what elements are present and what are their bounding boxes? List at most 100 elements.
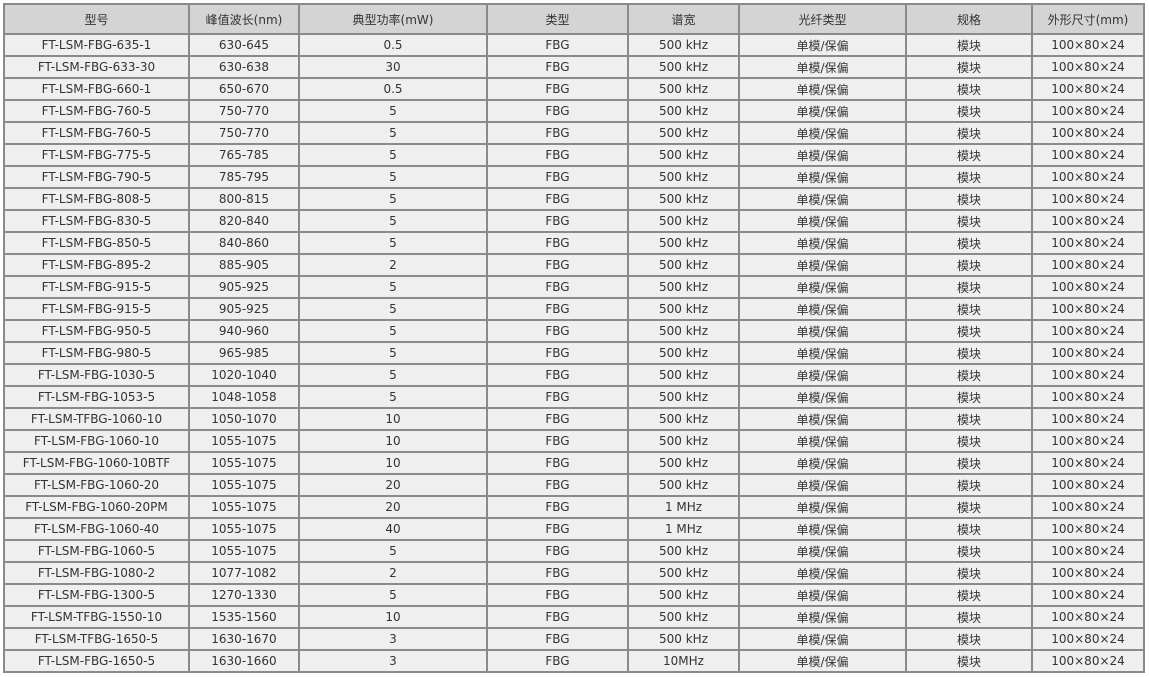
table-row: FT-LSM-FBG-775-5 765-785 5 FBG 500 kHz 单模/保偏模…	[3, 143, 1145, 167]
cell-spec: 模块	[905, 385, 1033, 409]
cell-dimensions: 100×80×24	[1031, 429, 1145, 453]
cell-linewidth: 500 kHz	[627, 341, 740, 365]
cell-fiber-type: 单模/保偏	[738, 385, 907, 409]
cell-type: FBG	[486, 253, 629, 277]
cell-typical-power: 5	[298, 297, 488, 321]
cell-model: FT-LSM-FBG-895-2	[3, 253, 190, 277]
table-row: FT-LSM-FBG-1030-5 1020-1040 5 FBG 500 kHz 单模/…	[3, 363, 1145, 387]
cell-typical-power: 5	[298, 165, 488, 189]
header-peak-wavelength: 峰值波长(nm)	[188, 3, 300, 35]
cell-linewidth: 500 kHz	[627, 275, 740, 299]
cell-spec: 模块	[905, 627, 1033, 651]
cell-typical-power: 10	[298, 429, 488, 453]
cell-type: FBG	[486, 33, 629, 57]
cell-dimensions: 100×80×24	[1031, 627, 1145, 651]
cell-peak-wavelength: 1020-1040	[188, 363, 300, 387]
cell-spec: 模块	[905, 121, 1033, 145]
cell-model: FT-LSM-FBG-1650-5	[3, 649, 190, 673]
table-row: FT-LSM-FBG-660-1 650-670 0.5 FBG 500 kHz 单模/保…	[3, 77, 1145, 101]
cell-typical-power: 5	[298, 275, 488, 299]
cell-fiber-type: 单模/保偏	[738, 187, 907, 211]
cell-spec: 模块	[905, 539, 1033, 563]
cell-type: FBG	[486, 187, 629, 211]
cell-peak-wavelength: 905-925	[188, 275, 300, 299]
cell-typical-power: 10	[298, 451, 488, 475]
cell-linewidth: 500 kHz	[627, 407, 740, 431]
table-row: FT-LSM-FBG-850-5 840-860 5 FBG 500 kHz 单模/保偏模…	[3, 231, 1145, 255]
cell-type: FBG	[486, 385, 629, 409]
cell-dimensions: 100×80×24	[1031, 253, 1145, 277]
cell-linewidth: 500 kHz	[627, 583, 740, 607]
cell-type: FBG	[486, 605, 629, 629]
cell-model: FT-LSM-FBG-790-5	[3, 165, 190, 189]
cell-type: FBG	[486, 77, 629, 101]
cell-spec: 模块	[905, 495, 1033, 519]
cell-linewidth: 500 kHz	[627, 319, 740, 343]
cell-peak-wavelength: 1055-1075	[188, 539, 300, 563]
cell-model: FT-LSM-FBG-633-30	[3, 55, 190, 79]
table-row: FT-LSM-FBG-633-30 630-638 30 FBG 500 kHz 单模/保…	[3, 55, 1145, 79]
cell-peak-wavelength: 820-840	[188, 209, 300, 233]
cell-dimensions: 100×80×24	[1031, 209, 1145, 233]
cell-dimensions: 100×80×24	[1031, 561, 1145, 585]
cell-typical-power: 5	[298, 341, 488, 365]
cell-type: FBG	[486, 143, 629, 167]
cell-fiber-type: 单模/保偏	[738, 407, 907, 431]
cell-spec: 模块	[905, 583, 1033, 607]
cell-linewidth: 500 kHz	[627, 33, 740, 57]
cell-type: FBG	[486, 55, 629, 79]
cell-fiber-type: 单模/保偏	[738, 209, 907, 233]
cell-spec: 模块	[905, 55, 1033, 79]
cell-dimensions: 100×80×24	[1031, 495, 1145, 519]
cell-spec: 模块	[905, 363, 1033, 387]
cell-spec: 模块	[905, 33, 1033, 57]
cell-dimensions: 100×80×24	[1031, 363, 1145, 387]
cell-linewidth: 500 kHz	[627, 99, 740, 123]
cell-typical-power: 5	[298, 187, 488, 211]
cell-type: FBG	[486, 99, 629, 123]
cell-peak-wavelength: 885-905	[188, 253, 300, 277]
cell-linewidth: 500 kHz	[627, 605, 740, 629]
cell-model: FT-LSM-FBG-980-5	[3, 341, 190, 365]
cell-spec: 模块	[905, 319, 1033, 343]
cell-peak-wavelength: 750-770	[188, 121, 300, 145]
cell-fiber-type: 单模/保偏	[738, 561, 907, 585]
cell-type: FBG	[486, 649, 629, 673]
cell-spec: 模块	[905, 253, 1033, 277]
cell-model: FT-LSM-FBG-760-5	[3, 121, 190, 145]
cell-peak-wavelength: 1055-1075	[188, 429, 300, 453]
cell-model: FT-LSM-FBG-915-5	[3, 297, 190, 321]
cell-fiber-type: 单模/保偏	[738, 33, 907, 57]
cell-typical-power: 40	[298, 517, 488, 541]
cell-linewidth: 500 kHz	[627, 429, 740, 453]
cell-spec: 模块	[905, 187, 1033, 211]
cell-spec: 模块	[905, 275, 1033, 299]
cell-typical-power: 5	[298, 363, 488, 387]
cell-model: FT-LSM-TFBG-1060-10	[3, 407, 190, 431]
cell-typical-power: 2	[298, 561, 488, 585]
cell-typical-power: 5	[298, 231, 488, 255]
cell-peak-wavelength: 965-985	[188, 341, 300, 365]
cell-dimensions: 100×80×24	[1031, 385, 1145, 409]
table-row: FT-LSM-TFBG-1060-10 1050-1070 10 FBG 500 kHz…	[3, 407, 1145, 431]
cell-fiber-type: 单模/保偏	[738, 55, 907, 79]
cell-model: FT-LSM-FBG-1060-20	[3, 473, 190, 497]
cell-spec: 模块	[905, 165, 1033, 189]
cell-typical-power: 0.5	[298, 33, 488, 57]
header-spec: 规格	[905, 3, 1033, 35]
cell-peak-wavelength: 650-670	[188, 77, 300, 101]
table-row: FT-LSM-FBG-830-5 820-840 5 FBG 500 kHz 单模/保偏模…	[3, 209, 1145, 233]
cell-linewidth: 500 kHz	[627, 363, 740, 387]
cell-peak-wavelength: 750-770	[188, 99, 300, 123]
cell-typical-power: 10	[298, 407, 488, 431]
cell-dimensions: 100×80×24	[1031, 649, 1145, 673]
cell-fiber-type: 单模/保偏	[738, 605, 907, 629]
cell-fiber-type: 单模/保偏	[738, 539, 907, 563]
product-spec-table: 型号 峰值波长(nm) 典型功率(mW) 类型 谱宽 光纤类型 规格 外形尺寸(…	[3, 3, 1145, 673]
cell-model: FT-LSM-FBG-808-5	[3, 187, 190, 211]
cell-fiber-type: 单模/保偏	[738, 495, 907, 519]
cell-peak-wavelength: 1535-1560	[188, 605, 300, 629]
cell-spec: 模块	[905, 517, 1033, 541]
cell-peak-wavelength: 630-638	[188, 55, 300, 79]
cell-dimensions: 100×80×24	[1031, 341, 1145, 365]
